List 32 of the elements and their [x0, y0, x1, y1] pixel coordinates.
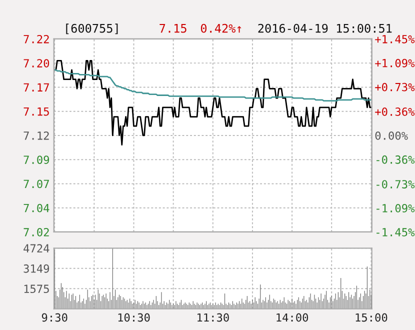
y-tick-label: 7.09 [24, 156, 50, 164]
y2-tick-label: -1.45% [376, 228, 415, 236]
text: 2016-04-19 15:00:51 [258, 24, 392, 33]
y2-tick-label: -0.73% [376, 180, 415, 188]
y-tick-label: 7.02 [24, 228, 49, 236]
x-tick-label: 11:30 [198, 313, 229, 322]
y-tick-label: 7.17 [24, 83, 49, 92]
y2-tick-label: -0.36% [376, 155, 415, 164]
x-tick-label: 14:00 [276, 313, 308, 322]
y-tick-label: 7.20 [24, 59, 50, 68]
y-tick-label: 7.22 [24, 34, 49, 44]
text: 7.15 [160, 24, 186, 33]
line-series [54, 69, 372, 102]
y-tick-label: 4724 [24, 244, 50, 252]
y2-tick-label: -1.09% [376, 204, 415, 212]
y2-tick-label: +1.09% [375, 58, 415, 68]
line-series [54, 60, 372, 146]
y-tick-label: 7.15 [24, 107, 49, 116]
x-tick-label: 15:00 [356, 313, 388, 322]
chart-title: [600755] [66, 24, 118, 34]
y-tick-label: 1575 [24, 284, 49, 294]
y2-tick-label: +0.73% [375, 82, 415, 92]
y-tick-label: 7.07 [24, 180, 49, 188]
text: 0.42%↑ [200, 24, 242, 33]
y2-tick-label: +1.45% [375, 35, 415, 44]
y-tick-label: 3149 [24, 264, 50, 273]
y2-tick-label: +0.36% [375, 108, 415, 116]
y-tick-label: 7.04 [24, 204, 50, 212]
y-tick-label: 7.12 [24, 131, 49, 140]
x-tick-label: 10:30 [118, 313, 150, 322]
x-tick-label: 9:30 [42, 313, 68, 322]
y2-tick-label: 0.00% [375, 131, 408, 140]
